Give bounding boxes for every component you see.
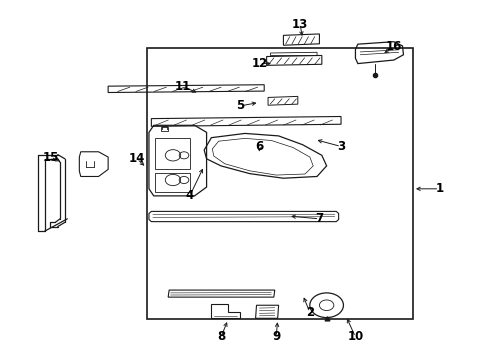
Text: 1: 1 — [436, 182, 443, 195]
Text: 16: 16 — [386, 40, 402, 53]
Text: 2: 2 — [306, 306, 314, 319]
Text: 13: 13 — [292, 18, 308, 31]
Text: 15: 15 — [42, 150, 59, 163]
Text: 4: 4 — [186, 189, 194, 202]
Text: 7: 7 — [316, 212, 323, 225]
Text: 11: 11 — [174, 80, 191, 93]
Text: 10: 10 — [347, 330, 364, 343]
Text: 6: 6 — [255, 140, 264, 153]
Text: 12: 12 — [251, 57, 268, 70]
Text: 3: 3 — [337, 140, 345, 153]
Text: 8: 8 — [217, 330, 225, 343]
Text: 9: 9 — [272, 330, 280, 343]
Text: 5: 5 — [236, 99, 245, 112]
Text: 14: 14 — [129, 152, 145, 165]
